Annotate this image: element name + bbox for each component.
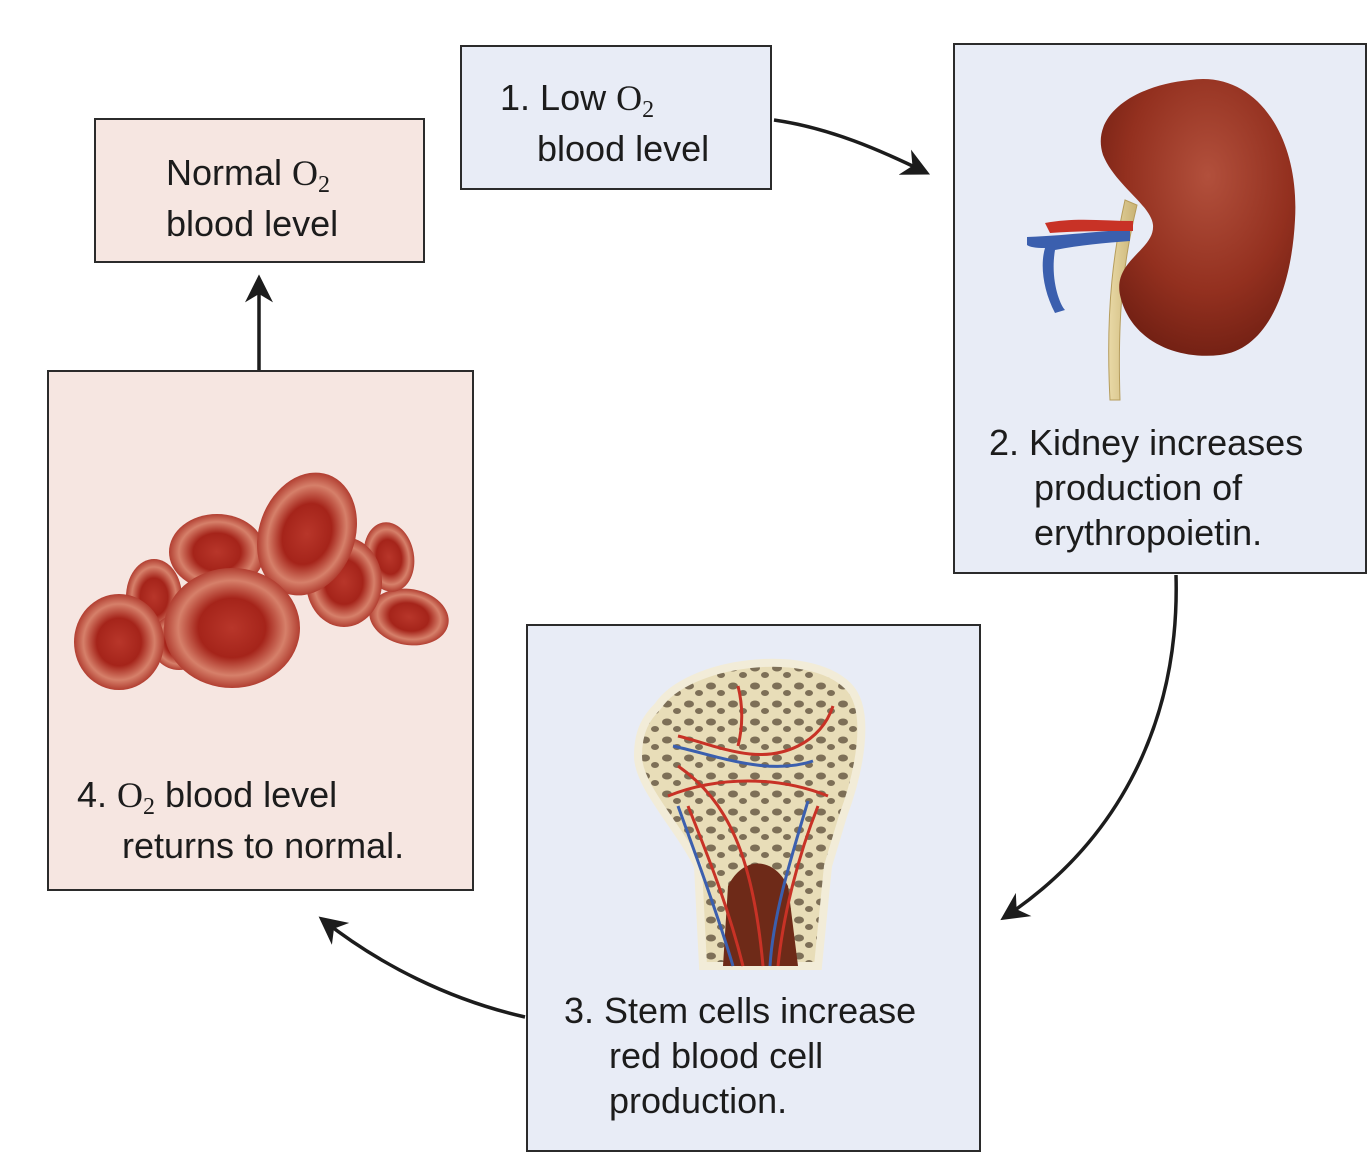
step-2-label: 2. Kidney increases production of erythr… bbox=[989, 422, 1304, 553]
arrow-step3-to-step4 bbox=[318, 916, 526, 1019]
step-3-label: 3. Stem cells increase red blood cell pr… bbox=[564, 990, 917, 1121]
step-4-label: 4. O2 blood level returns to normal. bbox=[77, 774, 405, 866]
normal-o2-box: Normal O2 blood level bbox=[94, 118, 425, 263]
red-blood-cell-cluster bbox=[74, 472, 449, 690]
normal-o2-label: Normal O2 blood level bbox=[166, 152, 339, 244]
step-4-box: 4. O2 blood level returns to normal. bbox=[47, 370, 474, 891]
bone-marrow-illustration bbox=[633, 658, 866, 970]
step-1-label: 1. Low O2 blood level bbox=[500, 77, 710, 169]
step-2-box: 2. Kidney increases production of erythr… bbox=[953, 43, 1367, 574]
arrow-step1-to-step2 bbox=[773, 118, 931, 175]
red-blood-cells-illustration bbox=[74, 472, 449, 690]
step-1-box: 1. Low O2 blood level bbox=[460, 45, 772, 190]
step-3-box: 3. Stem cells increase red blood cell pr… bbox=[526, 624, 981, 1152]
kidney-illustration bbox=[1027, 78, 1296, 401]
arrow-step2-to-step3 bbox=[1000, 574, 1178, 921]
